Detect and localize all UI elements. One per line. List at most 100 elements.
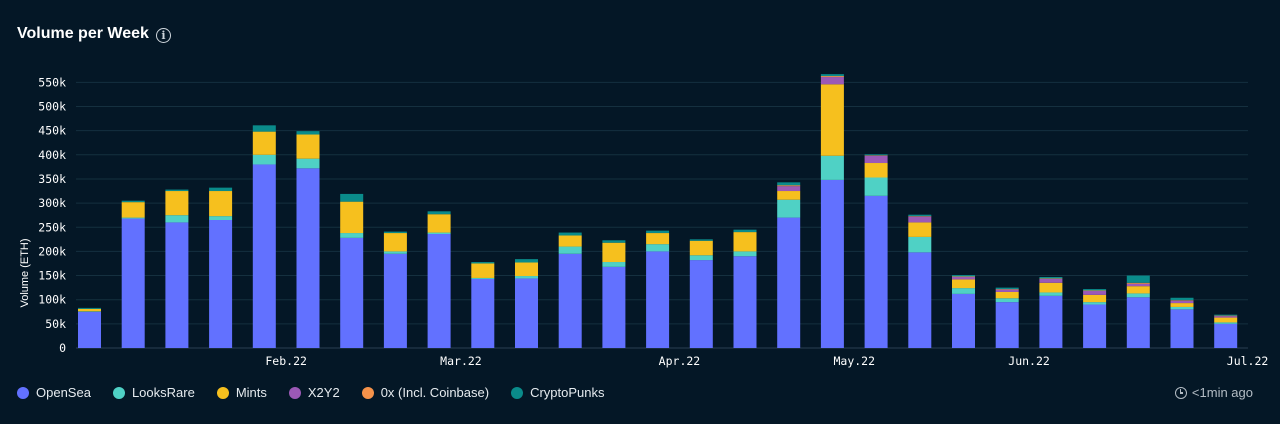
- bar-segment-x2y2[interactable]: [1214, 316, 1238, 318]
- bar-stack[interactable]: [602, 240, 626, 348]
- bar-segment-mints[interactable]: [340, 201, 364, 234]
- bar-segment-cryptopunks[interactable]: [252, 125, 276, 132]
- bar-stack[interactable]: [252, 125, 276, 348]
- bar-segment-mints[interactable]: [383, 233, 407, 252]
- bar-segment-cryptopunks[interactable]: [1083, 289, 1107, 291]
- bar-segment-cryptopunks[interactable]: [78, 307, 101, 309]
- bar-segment-x2y2[interactable]: [820, 77, 844, 85]
- bar-segment-mints[interactable]: [296, 134, 320, 159]
- bar-segment-0x-incl-coinbase-[interactable]: [908, 216, 932, 217]
- bar-segment-mints[interactable]: [864, 163, 888, 178]
- bar-stack[interactable]: [820, 74, 844, 348]
- bar-segment-0x-incl-coinbase-[interactable]: [1214, 315, 1238, 317]
- bar-segment-looksrare[interactable]: [908, 236, 932, 253]
- bar-segment-opensea[interactable]: [471, 278, 495, 348]
- bar-stack[interactable]: [383, 231, 407, 348]
- bar-stack[interactable]: [1214, 314, 1238, 348]
- bar-segment-opensea[interactable]: [515, 278, 538, 348]
- bar-segment-opensea[interactable]: [165, 222, 189, 348]
- bar-stack[interactable]: [340, 193, 364, 348]
- bar-segment-cryptopunks[interactable]: [995, 287, 1019, 290]
- bar-segment-looksrare[interactable]: [1039, 292, 1063, 296]
- bar-segment-opensea[interactable]: [340, 237, 364, 348]
- bar-segment-opensea[interactable]: [908, 252, 932, 348]
- bar-segment-mints[interactable]: [252, 131, 276, 155]
- bar-segment-0x-incl-coinbase-[interactable]: [820, 76, 844, 78]
- bar-segment-0x-incl-coinbase-[interactable]: [777, 185, 801, 187]
- bar-stack[interactable]: [558, 232, 582, 348]
- bar-segment-mints[interactable]: [427, 214, 451, 233]
- bar-segment-mints[interactable]: [733, 232, 757, 252]
- bar-segment-0x-incl-coinbase-[interactable]: [864, 155, 888, 156]
- bar-segment-mints[interactable]: [646, 233, 670, 245]
- bar-segment-mints[interactable]: [820, 84, 844, 156]
- bar-segment-cryptopunks[interactable]: [165, 189, 189, 192]
- bar-segment-x2y2[interactable]: [1170, 300, 1194, 304]
- bar-stack[interactable]: [1083, 289, 1107, 348]
- bar-segment-opensea[interactable]: [733, 256, 757, 348]
- bar-segment-opensea[interactable]: [558, 253, 582, 348]
- bar-segment-mints[interactable]: [908, 222, 932, 237]
- bar-stack[interactable]: [78, 307, 101, 348]
- bar-stack[interactable]: [777, 182, 801, 348]
- bar-segment-0x-incl-coinbase-[interactable]: [1039, 278, 1063, 279]
- bar-segment-looksrare[interactable]: [558, 246, 582, 254]
- bar-segment-opensea[interactable]: [602, 266, 626, 348]
- bar-segment-mints[interactable]: [121, 202, 145, 218]
- bar-segment-looksrare[interactable]: [864, 177, 888, 196]
- bar-segment-opensea[interactable]: [252, 164, 276, 348]
- bar-segment-x2y2[interactable]: [864, 155, 888, 164]
- bar-stack[interactable]: [165, 189, 189, 348]
- bar-segment-mints[interactable]: [78, 308, 101, 312]
- bar-segment-looksrare[interactable]: [209, 216, 233, 221]
- bar-segment-opensea[interactable]: [78, 311, 101, 348]
- bar-stack[interactable]: [689, 239, 713, 348]
- bar-segment-mints[interactable]: [1039, 282, 1063, 293]
- bar-segment-cryptopunks[interactable]: [383, 231, 407, 234]
- bar-segment-x2y2[interactable]: [1039, 278, 1063, 283]
- bar-segment-opensea[interactable]: [427, 234, 451, 348]
- bar-segment-opensea[interactable]: [383, 253, 407, 348]
- bar-segment-mints[interactable]: [995, 291, 1019, 299]
- bar-segment-looksrare[interactable]: [995, 298, 1019, 303]
- bar-segment-mints[interactable]: [515, 262, 538, 277]
- legend-item[interactable]: 0x (Incl. Coinbase): [361, 385, 489, 400]
- legend-item[interactable]: Mints: [216, 385, 267, 400]
- bar-segment-looksrare[interactable]: [689, 255, 713, 261]
- bar-segment-0x-incl-coinbase-[interactable]: [1083, 290, 1107, 292]
- bar-stack[interactable]: [427, 211, 451, 348]
- bar-segment-x2y2[interactable]: [908, 216, 932, 223]
- bar-segment-mints[interactable]: [165, 191, 189, 216]
- bar-stack[interactable]: [864, 154, 888, 348]
- bar-segment-looksrare[interactable]: [1083, 302, 1107, 305]
- bar-segment-x2y2[interactable]: [1126, 283, 1150, 287]
- bar-segment-opensea[interactable]: [1039, 295, 1063, 348]
- bar-stack[interactable]: [908, 214, 932, 348]
- bar-segment-mints[interactable]: [689, 240, 713, 256]
- bar-segment-0x-incl-coinbase-[interactable]: [1126, 282, 1150, 284]
- bar-segment-looksrare[interactable]: [78, 311, 101, 312]
- bar-segment-cryptopunks[interactable]: [820, 74, 844, 77]
- bar-segment-x2y2[interactable]: [1083, 291, 1107, 295]
- bar-segment-cryptopunks[interactable]: [952, 275, 975, 277]
- bar-segment-looksrare[interactable]: [165, 215, 189, 223]
- bar-segment-mints[interactable]: [1214, 317, 1238, 323]
- bar-segment-mints[interactable]: [471, 263, 495, 278]
- bar-segment-x2y2[interactable]: [995, 289, 1019, 292]
- legend-item[interactable]: OpenSea: [17, 385, 91, 400]
- bar-segment-mints[interactable]: [602, 242, 626, 263]
- bar-stack[interactable]: [952, 275, 975, 348]
- bar-segment-looksrare[interactable]: [1214, 322, 1238, 324]
- bar-stack[interactable]: [1039, 276, 1063, 348]
- bar-segment-cryptopunks[interactable]: [602, 240, 626, 243]
- bar-segment-cryptopunks[interactable]: [427, 211, 451, 215]
- bar-segment-opensea[interactable]: [820, 179, 844, 348]
- bar-segment-cryptopunks[interactable]: [777, 182, 801, 186]
- bar-segment-looksrare[interactable]: [1126, 293, 1150, 298]
- bar-segment-0x-incl-coinbase-[interactable]: [952, 276, 975, 278]
- bar-segment-opensea[interactable]: [121, 218, 145, 348]
- bar-segment-looksrare[interactable]: [252, 154, 276, 165]
- bar-segment-opensea[interactable]: [1126, 297, 1150, 348]
- bar-segment-opensea[interactable]: [646, 251, 670, 348]
- legend-item[interactable]: X2Y2: [288, 385, 340, 400]
